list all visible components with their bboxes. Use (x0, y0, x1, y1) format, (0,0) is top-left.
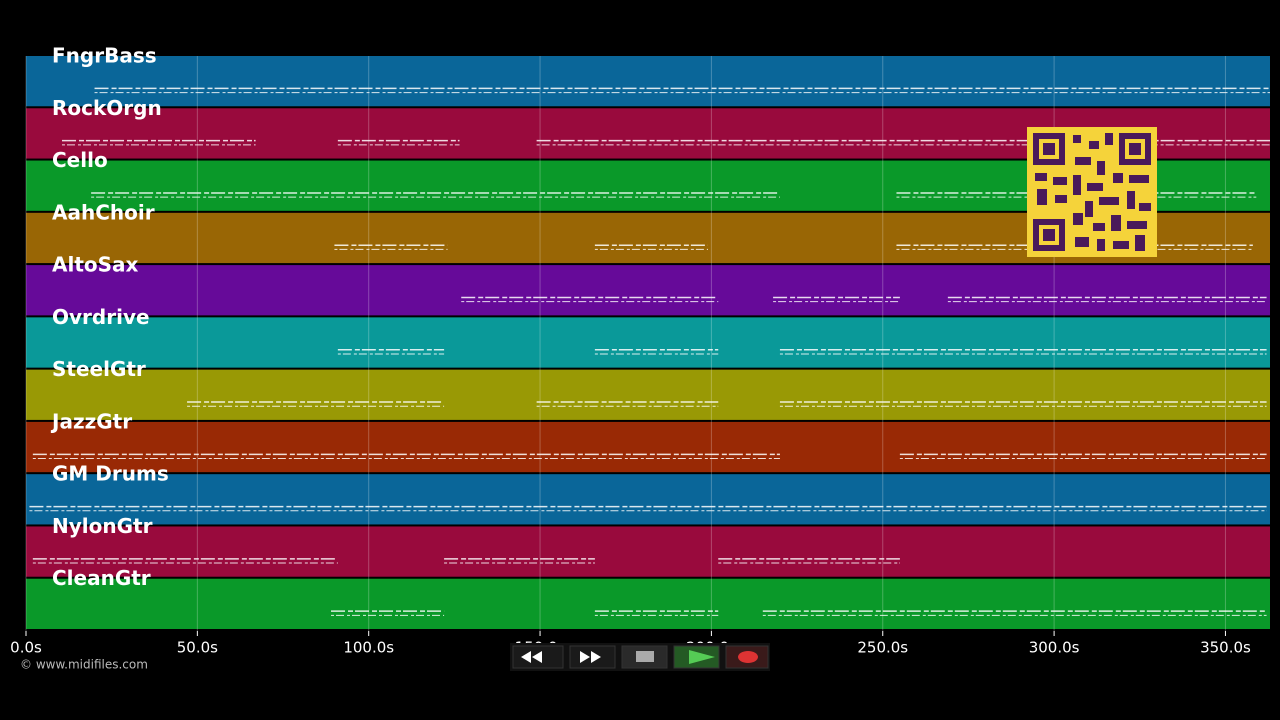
track-row (26, 474, 1270, 525)
note-activity (334, 244, 448, 250)
note-activity (773, 296, 900, 303)
x-tick-label: 350.0s (1200, 639, 1251, 657)
note-activity (779, 401, 1267, 407)
track-row (26, 578, 1270, 629)
copyright: © www.midifiles.com (20, 658, 148, 672)
rewind-button[interactable] (512, 645, 564, 669)
overlay (1027, 127, 1157, 257)
note-activity (91, 192, 780, 198)
note-activity (331, 610, 445, 616)
x-tick-label: 250.0s (857, 639, 908, 657)
track-label: FngrBass (52, 44, 157, 68)
track-row (26, 265, 1270, 316)
track-label: AahChoir (52, 200, 155, 224)
track-label: NylonGtr (52, 514, 153, 538)
note-activity (94, 87, 1270, 94)
track-row (26, 56, 1270, 107)
note-activity (594, 349, 719, 355)
note-activity (444, 558, 595, 564)
x-tick-label: 300.0s (1029, 639, 1080, 657)
note-activity (594, 610, 719, 616)
track-label: AltoSax (52, 253, 139, 277)
note-activity (762, 610, 1267, 616)
track-label: GM Drums (52, 462, 169, 486)
note-activity (32, 558, 338, 564)
record-button[interactable] (725, 645, 769, 669)
track-label: CleanGtr (52, 566, 151, 590)
track-row (26, 526, 1270, 577)
note-activity (32, 453, 780, 459)
x-tick-label: 50.0s (177, 639, 218, 657)
note-activity (29, 505, 1267, 512)
track-label: SteelGtr (52, 357, 146, 381)
note-activity (947, 296, 1267, 303)
stop-button[interactable] (621, 645, 668, 669)
track-label: Cello (52, 148, 108, 172)
play-button[interactable] (673, 645, 720, 669)
transport-controls (510, 643, 770, 671)
track-label: RockOrgn (52, 96, 162, 120)
track-row (26, 317, 1270, 368)
note-activity (187, 401, 445, 407)
note-activity (779, 349, 1267, 355)
note-activity (594, 244, 708, 250)
forward-button[interactable] (569, 645, 616, 669)
track-label: Ovrdrive (52, 305, 150, 329)
qr-code (1027, 127, 1157, 257)
track-row (26, 421, 1270, 473)
note-activity (899, 453, 1267, 459)
note-activity (536, 401, 719, 407)
x-tick-label: 0.0s (10, 639, 42, 657)
note-activity (718, 558, 900, 564)
note-activity (461, 296, 719, 303)
note-activity (337, 349, 445, 355)
note-activity (337, 139, 460, 146)
x-tick-label: 100.0s (343, 639, 394, 657)
note-activity (61, 139, 256, 146)
track-row (26, 369, 1270, 420)
track-label: JazzGtr (50, 409, 132, 433)
